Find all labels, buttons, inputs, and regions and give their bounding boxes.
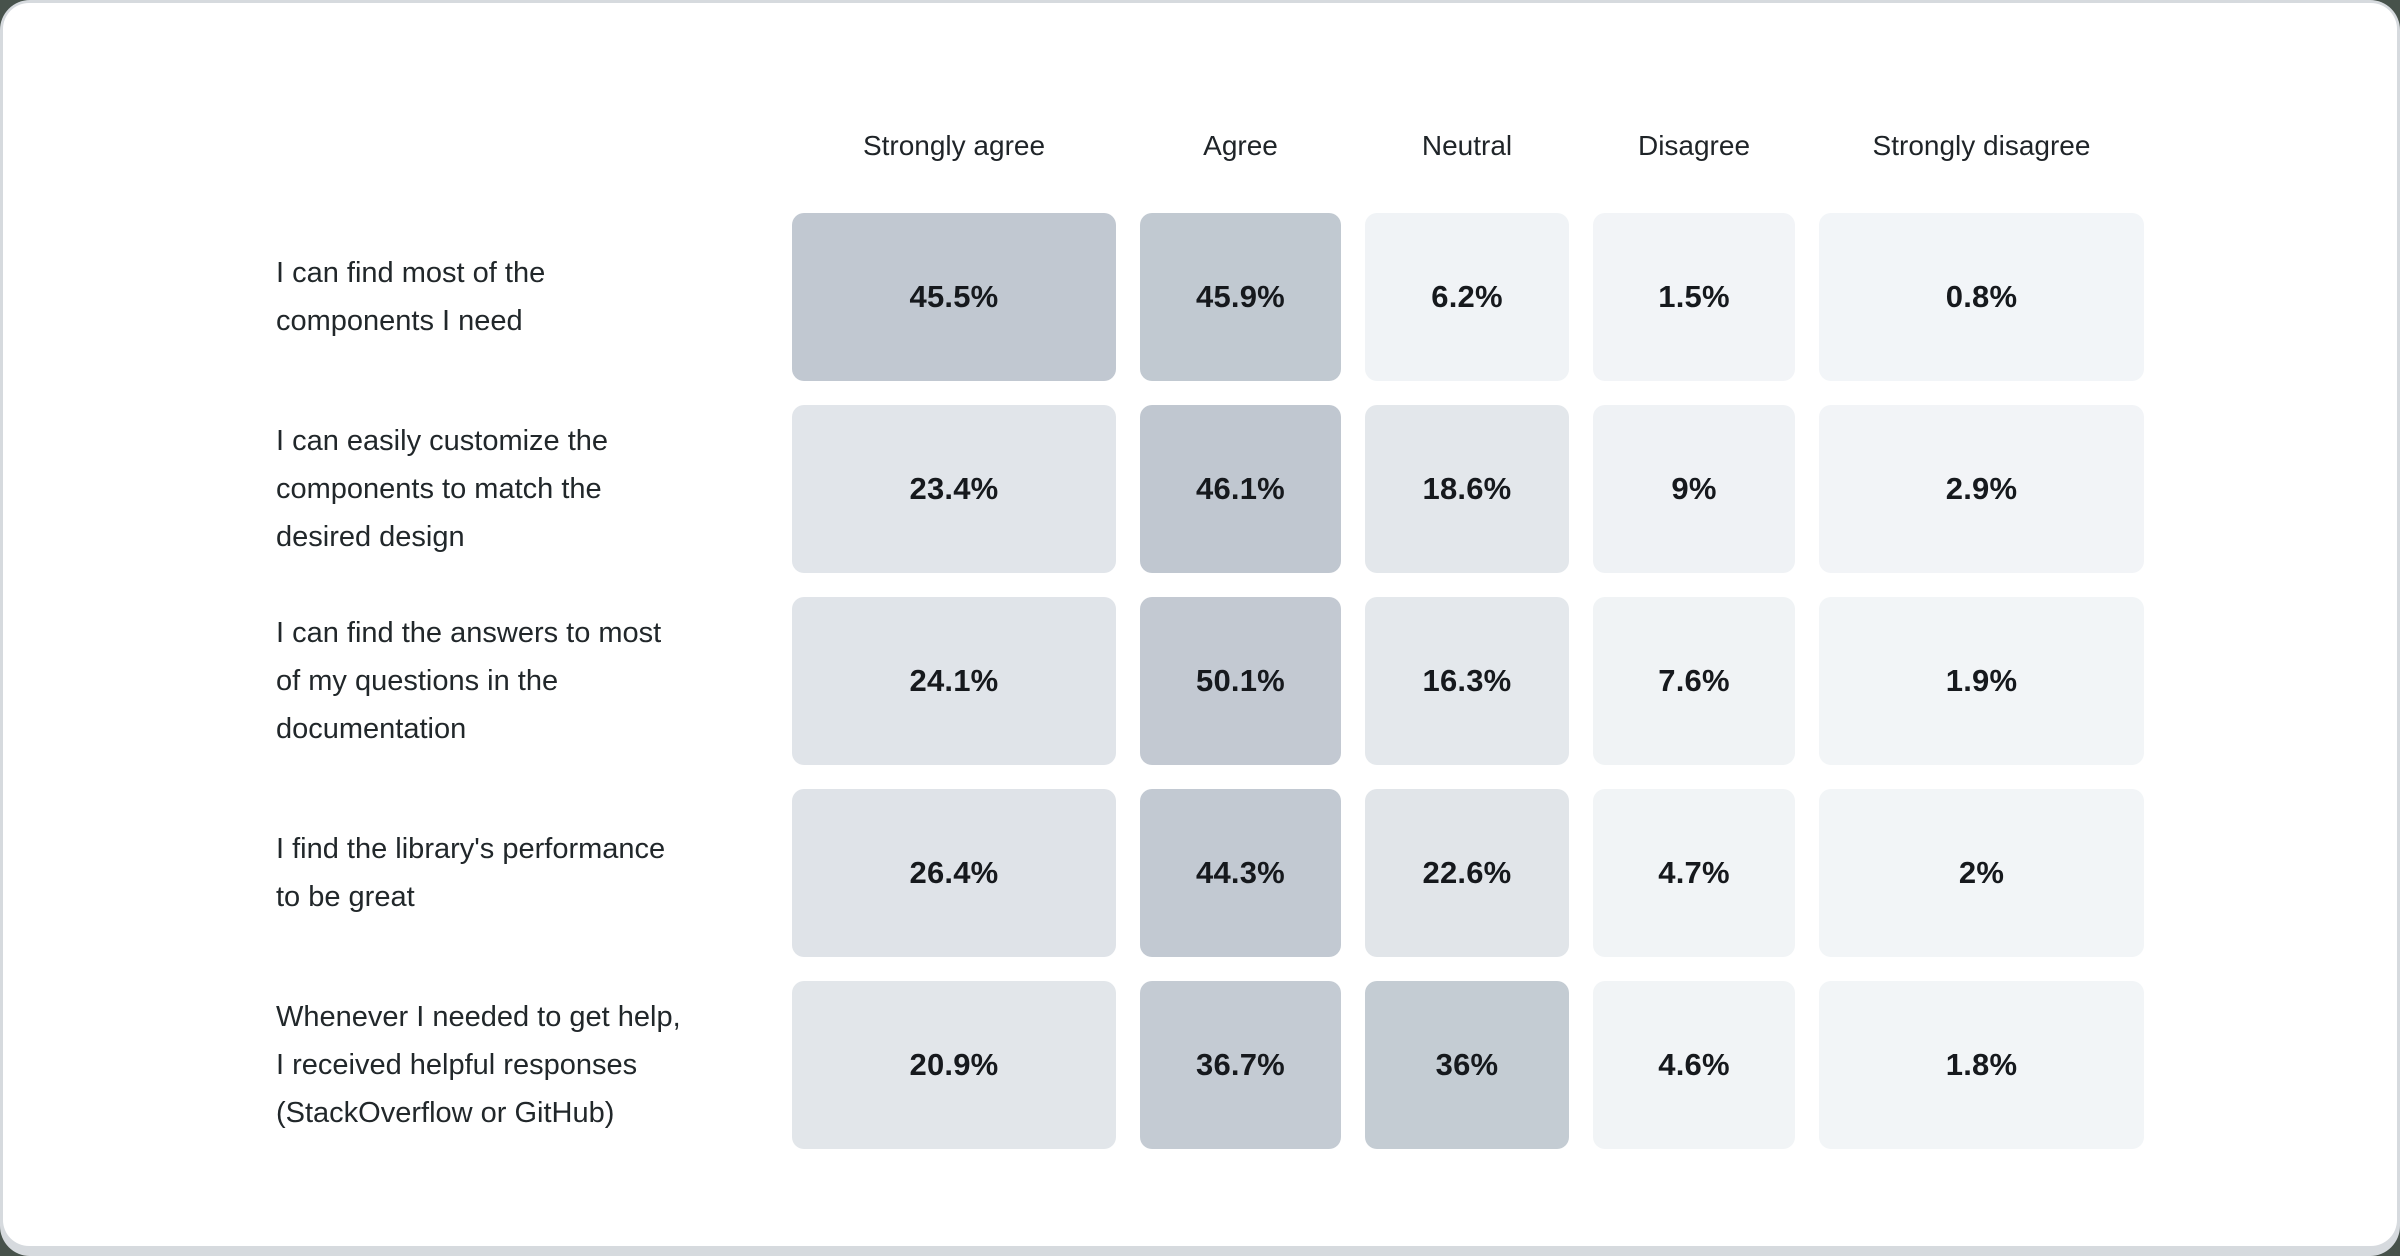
column-header-disagree: Disagree	[1637, 130, 1751, 161]
heatmap-cell: 2%	[1819, 789, 2144, 957]
column-header-agree: Agree	[1203, 130, 1278, 161]
heatmap-cell: 4.7%	[1593, 789, 1795, 957]
heatmap-cell: 22.6%	[1365, 789, 1569, 957]
column-header-strongly-disagree: Strongly disagree	[1872, 130, 2091, 161]
heatmap-cell: 1.9%	[1819, 597, 2144, 765]
survey-results-card: Strongly agree Agree Neutral Disagree St…	[3, 3, 2397, 1246]
row-label: I can easily customize the components to…	[276, 424, 609, 554]
heatmap-cell: 44.3%	[1140, 789, 1341, 957]
corner-spacer	[276, 103, 768, 189]
heatmap-cell: 1.8%	[1819, 981, 2144, 1149]
heatmap-cell: 6.2%	[1365, 213, 1569, 381]
heatmap-cell: 16.3%	[1365, 597, 1569, 765]
heatmap-cell: 36.7%	[1140, 981, 1341, 1149]
heatmap-cell: 24.1%	[792, 597, 1116, 765]
heatmap-cell: 4.6%	[1593, 981, 1795, 1149]
heatmap-cell: 7.6%	[1593, 597, 1795, 765]
likert-heatmap-table: Strongly agree Agree Neutral Disagree St…	[276, 103, 2144, 1149]
heatmap-cell: 9%	[1593, 405, 1795, 573]
heatmap-cell: 1.5%	[1593, 213, 1795, 381]
column-header-strongly-agree: Strongly agree	[862, 130, 1046, 161]
heatmap-cell: 45.5%	[792, 213, 1116, 381]
heatmap-cell: 45.9%	[1140, 213, 1341, 381]
column-header-neutral: Neutral	[1421, 130, 1513, 161]
row-label: I find the library's performance to be g…	[276, 832, 666, 913]
heatmap-cell: 20.9%	[792, 981, 1116, 1149]
heatmap-cell: 50.1%	[1140, 597, 1341, 765]
heatmap-cell: 2.9%	[1819, 405, 2144, 573]
row-label: I can find most of the components I need	[276, 256, 546, 337]
heatmap-cell: 26.4%	[792, 789, 1116, 957]
row-label: I can find the answers to most of my que…	[276, 616, 662, 746]
row-label: Whenever I needed to get help, I receive…	[276, 1000, 681, 1130]
heatmap-cell: 36%	[1365, 981, 1569, 1149]
heatmap-cell: 0.8%	[1819, 213, 2144, 381]
heatmap-cell: 18.6%	[1365, 405, 1569, 573]
heatmap-cell: 46.1%	[1140, 405, 1341, 573]
heatmap-cell: 23.4%	[792, 405, 1116, 573]
